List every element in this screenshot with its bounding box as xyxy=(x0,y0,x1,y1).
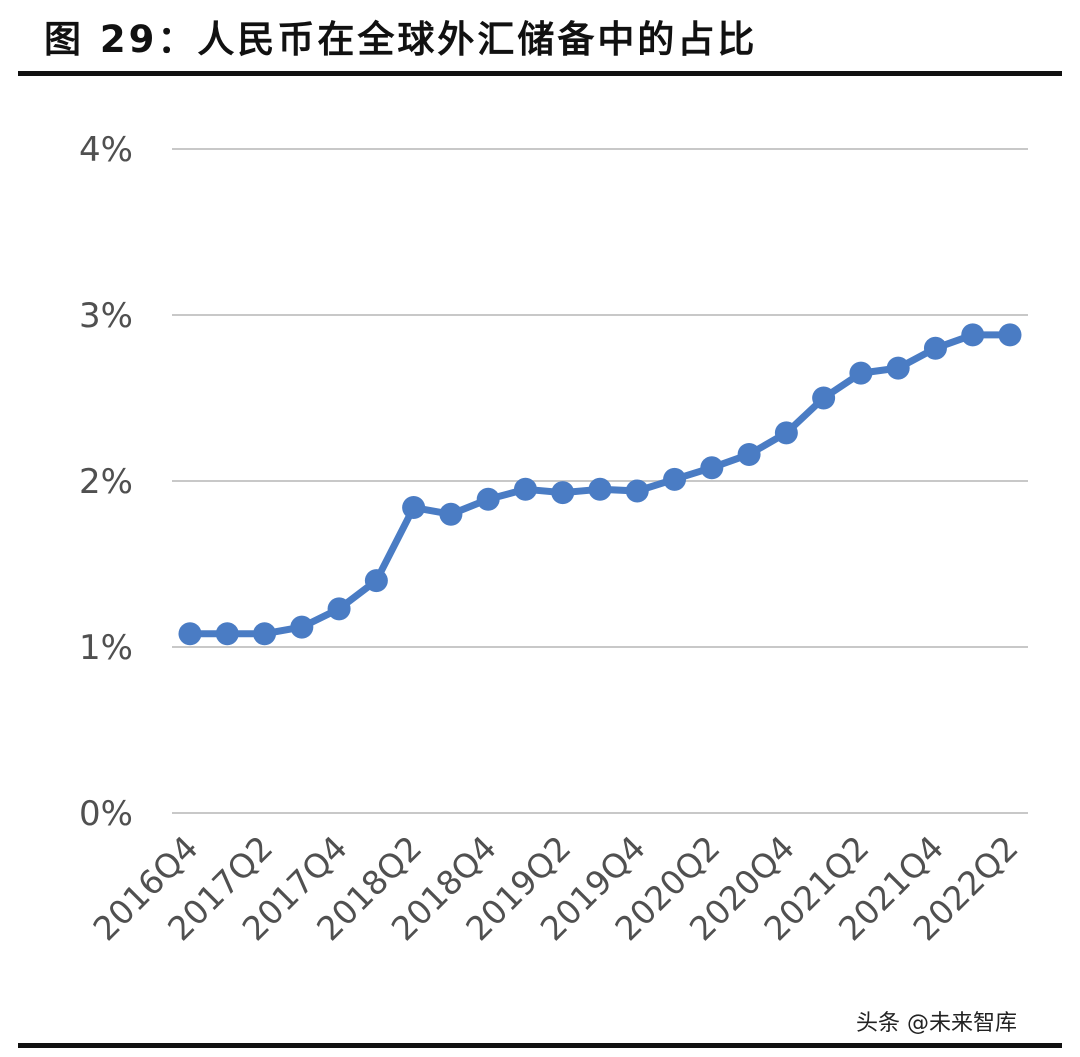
data-point xyxy=(663,467,687,491)
data-point xyxy=(253,622,277,646)
data-point xyxy=(215,622,239,646)
data-point xyxy=(700,456,724,480)
data-point xyxy=(886,356,910,380)
data-point xyxy=(290,615,314,639)
data-point xyxy=(439,502,463,526)
data-point xyxy=(476,487,500,511)
y-tick-label: 1% xyxy=(79,628,133,668)
data-point xyxy=(402,496,426,520)
data-point xyxy=(625,479,649,503)
y-tick-label: 2% xyxy=(79,462,133,502)
data-point xyxy=(923,336,947,360)
y-tick-label: 4% xyxy=(79,130,133,170)
data-point xyxy=(812,386,836,410)
data-point xyxy=(588,477,612,501)
data-point xyxy=(849,361,873,385)
data-point xyxy=(178,622,202,646)
y-tick-label: 3% xyxy=(79,296,133,336)
series-points xyxy=(178,323,1022,646)
data-point xyxy=(551,481,575,505)
x-axis-tick-labels: 2016Q42017Q22017Q42018Q22018Q42019Q22019… xyxy=(85,828,1025,948)
title-rule xyxy=(18,71,1062,76)
figure-title: 图 29：人民币在全球外汇储备中的占比 xyxy=(44,18,758,61)
y-axis-tick-labels: 0% 1% 2% 3% 4% xyxy=(79,130,133,834)
data-point xyxy=(364,569,388,593)
data-point xyxy=(737,442,761,466)
data-point xyxy=(961,323,985,347)
data-point xyxy=(327,597,351,621)
data-point xyxy=(513,477,537,501)
bottom-rule xyxy=(18,1043,1062,1048)
data-point xyxy=(998,323,1022,347)
data-point xyxy=(774,421,798,445)
watermark-text: 头条 @未来智库 xyxy=(856,1011,1017,1036)
y-tick-label: 0% xyxy=(79,794,133,834)
